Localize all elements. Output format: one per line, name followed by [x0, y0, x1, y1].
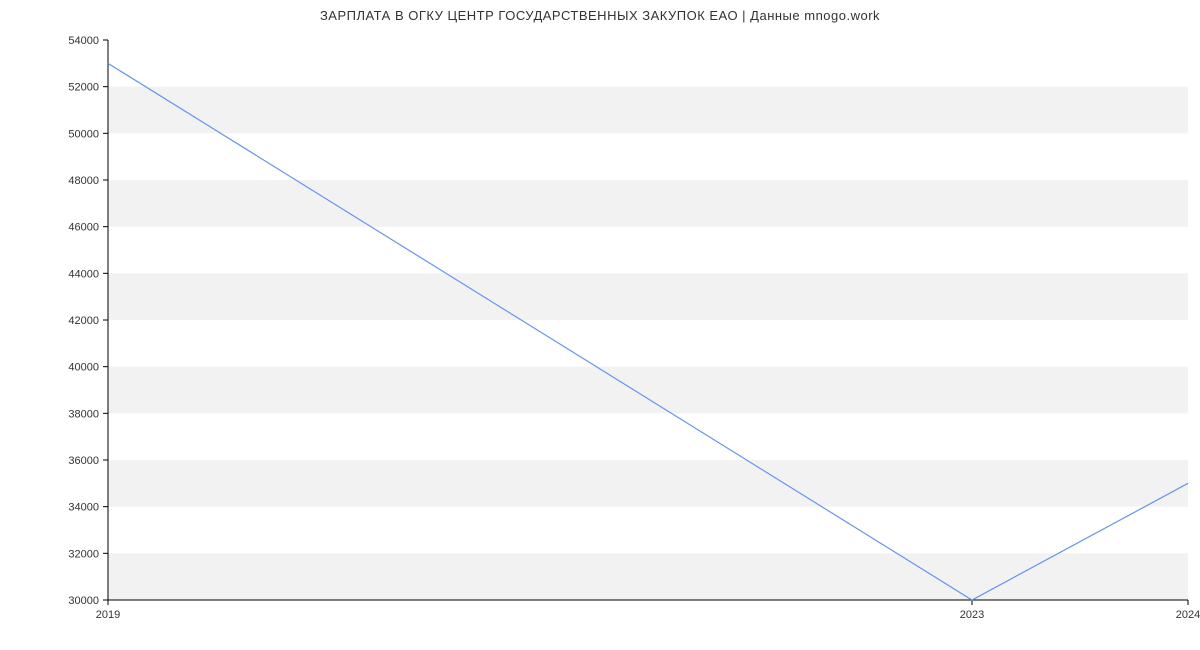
y-tick-label: 46000 — [68, 222, 99, 234]
y-tick-label: 36000 — [68, 455, 99, 467]
chart-title: ЗАРПЛАТА В ОГКУ ЦЕНТР ГОСУДАРСТВЕННЫХ ЗА… — [0, 8, 1200, 23]
grid-band — [108, 553, 1188, 600]
series-line-salary — [108, 63, 1188, 600]
y-tick-label: 42000 — [68, 315, 99, 327]
x-tick-label: 2024 — [1176, 609, 1200, 621]
chart-svg: 30000 32000 34000 36000 38000 40000 42000 44000… — [0, 0, 1200, 650]
y-tick-label: 40000 — [68, 362, 99, 374]
y-tick-label: 44000 — [68, 268, 99, 280]
x-axis: 2019 2023 2024 — [96, 600, 1200, 621]
y-tick-label: 34000 — [68, 502, 99, 514]
y-axis: 30000 32000 34000 36000 38000 40000 42000 44000… — [68, 35, 108, 607]
grid-band — [108, 367, 1188, 414]
y-tick-label: 52000 — [68, 82, 99, 94]
grid-band — [108, 180, 1188, 227]
x-tick-label: 2023 — [960, 609, 984, 621]
x-tick-label: 2019 — [96, 609, 120, 621]
grid-band — [108, 273, 1188, 320]
y-tick-label: 54000 — [68, 35, 99, 47]
grid-band — [108, 460, 1188, 507]
y-tick-label: 38000 — [68, 408, 99, 420]
salary-line-chart: ЗАРПЛАТА В ОГКУ ЦЕНТР ГОСУДАРСТВЕННЫХ ЗА… — [0, 0, 1200, 650]
grid-band — [108, 87, 1188, 134]
y-tick-label: 50000 — [68, 128, 99, 140]
y-tick-label: 32000 — [68, 548, 99, 560]
y-tick-label: 48000 — [68, 175, 99, 187]
y-tick-label: 30000 — [68, 595, 99, 607]
